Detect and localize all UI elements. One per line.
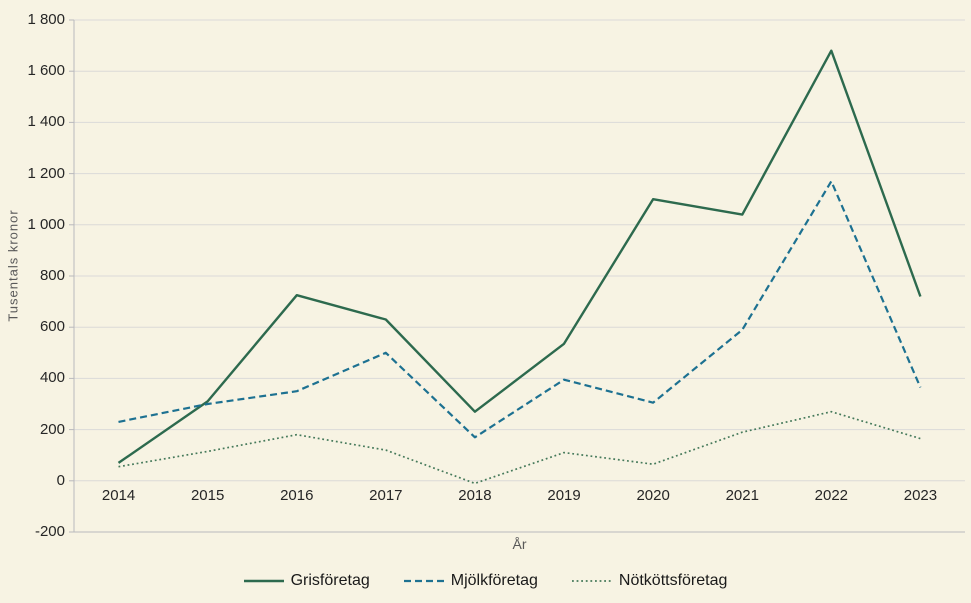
legend-label: Nötköttsföretag [618, 572, 728, 589]
x-tick-label: 2022 [814, 486, 849, 504]
y-tick-label: 200 [39, 420, 65, 438]
legend-swatch-dotted-line [571, 580, 612, 582]
x-tick-label: 2017 [369, 486, 403, 504]
y-tick-label: 1 800 [27, 11, 65, 28]
series-line-nötköttsföretag [118, 410, 921, 485]
x-tick-label: 2020 [636, 486, 670, 504]
x-tick-label: 2021 [725, 486, 759, 504]
legend-swatch-solid-line [243, 579, 284, 583]
legend-item: Mjölkföretag [403, 572, 538, 590]
y-tick-label: 600 [39, 318, 65, 336]
y-tick-label: 0 [56, 471, 65, 489]
legend-swatch-dashed-line [403, 579, 444, 583]
legend-label: Mjölkföretag [450, 572, 538, 589]
y-tick-label: 800 [39, 267, 65, 284]
series-line-grisföretag [117, 49, 922, 464]
legend-label: Grisföretag [290, 572, 370, 589]
y-tick-label: 1 200 [27, 164, 65, 182]
x-tick-label: 2016 [280, 486, 314, 504]
x-tick-label: 2014 [101, 486, 136, 504]
y-tick-label: 400 [39, 369, 65, 387]
legend-item: Grisföretag [243, 572, 370, 590]
y-tick-label: -200 [34, 523, 65, 540]
series-line-mjölkföretag [118, 180, 922, 439]
y-tick-label: 1 400 [27, 113, 65, 131]
x-tick-label: 2023 [903, 486, 938, 504]
legend-item: Nötköttsföretag [571, 572, 728, 590]
x-tick-label: 2018 [458, 486, 492, 504]
x-tick-label: 2015 [190, 486, 225, 504]
y-tick-label: 1 000 [27, 215, 65, 233]
x-axis-title: År [512, 536, 527, 552]
x-tick-label: 2019 [547, 486, 581, 504]
legend: Grisföretag Mjölkföretag Nötköttsföretag [0, 566, 971, 596]
y-tick-label: 1 600 [27, 62, 65, 80]
